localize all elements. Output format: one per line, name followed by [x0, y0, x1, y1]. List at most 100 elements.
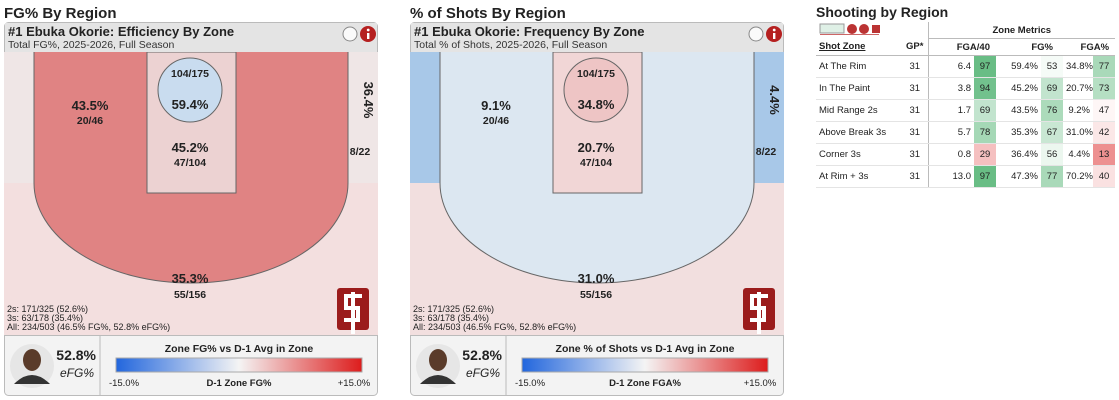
team-logo-mark [750, 292, 768, 334]
tool-icons [819, 23, 880, 36]
group-header: Zone Metrics [927, 22, 1116, 39]
player-photo-head [429, 349, 447, 371]
legend-max: +15.0% [744, 378, 777, 389]
legend-axis-label: D-1 Zone FG% [207, 378, 272, 389]
table-tools [816, 22, 928, 39]
right-corner-zone [754, 52, 784, 183]
value-cell: 31 [902, 121, 928, 144]
color-key-icon[interactable] [819, 23, 845, 34]
zone-name: Corner 3s [816, 143, 902, 166]
court [4, 52, 378, 335]
column-header[interactable]: FGA/40 [927, 38, 996, 56]
percentile-cell: 56 [1041, 143, 1063, 166]
value-cell: 43.5% [996, 99, 1041, 122]
summary-line: All: 234/503 (46.5% FG%, 52.8% eFG%) [7, 322, 170, 332]
shot-share-panel: % of Shots By Region #1 Ebuka Okorie: Fre… [410, 5, 784, 396]
percentile-cell: 47 [1093, 99, 1116, 122]
value-cell: 59.4% [996, 55, 1041, 78]
paint-detail: 47/104 [174, 157, 206, 169]
rim-zone [563, 57, 629, 123]
column-header[interactable]: Shot Zone [816, 38, 902, 56]
group-header-row: Zone Metrics [816, 22, 1116, 39]
percentile-cell: 77 [1041, 165, 1063, 188]
above-break-detail: 55/156 [174, 289, 206, 301]
percentile-cell: 76 [1041, 99, 1063, 122]
table-row: At The Rim 31 6.4 97 59.4% 53 34.8% 77 [816, 55, 1116, 78]
value-cell: 9.2% [1063, 99, 1093, 122]
percentile-cell: 42 [1093, 121, 1116, 144]
column-header-row: Shot Zone GP* FGA/40 FG% FGA% [816, 38, 1116, 56]
percentile-cell: 78 [974, 121, 996, 144]
above-break-detail: 55/156 [580, 289, 612, 301]
corner-detail: 8/22 [350, 146, 371, 158]
legend-axis-label: D-1 Zone FGA% [609, 378, 681, 389]
value-cell: 45.2% [996, 77, 1041, 100]
mid-range-value: 43.5% [72, 98, 109, 113]
three-point-line [439, 52, 755, 284]
value-cell: 35.3% [996, 121, 1041, 144]
summary-line: 3s: 63/178 (35.4%) [7, 313, 83, 323]
percentile-cell: 67 [1041, 121, 1063, 144]
efg-value: 52.8% [56, 347, 96, 363]
legend-max: +15.0% [338, 378, 371, 389]
percentile-cell: 73 [1093, 77, 1116, 100]
table-body: At The Rim 31 6.4 97 59.4% 53 34.8% 77 In The Pa… [816, 55, 1116, 188]
column-header[interactable]: GP* [902, 38, 928, 56]
legend-title: Zone % of Shots vs D-1 Avg in Zone [556, 343, 735, 355]
summary-line: 2s: 171/325 (52.6%) [413, 304, 494, 314]
above-break-value: 31.0% [578, 271, 615, 286]
table-row: Mid Range 2s 31 1.7 69 43.5% 76 9.2% 47 [816, 99, 1116, 122]
value-cell: 6.4 [927, 55, 974, 78]
player-heading: #1 Ebuka Okorie: Efficiency By Zone [8, 24, 234, 39]
mid-range-detail: 20/46 [77, 115, 103, 127]
info-icon[interactable] [859, 23, 869, 34]
close-icon[interactable] [847, 23, 857, 34]
zone-name: Above Break 3s [816, 121, 902, 144]
left-corner-zone [410, 52, 440, 183]
percentile-cell: 97 [974, 55, 996, 78]
zone-name: In The Paint [816, 77, 902, 100]
efg-value: 52.8% [462, 347, 502, 363]
toggle-icon[interactable] [342, 26, 358, 42]
value-cell: 13.0 [927, 165, 974, 188]
value-cell: 31 [902, 55, 928, 78]
corner-value: 36.4% [361, 82, 376, 119]
legend-gradient [521, 357, 769, 373]
value-cell: 34.8% [1063, 55, 1093, 78]
value-cell: 31 [902, 165, 928, 188]
percentile-cell: 29 [974, 143, 996, 166]
value-cell: 70.2% [1063, 165, 1093, 188]
panel-title: % of Shots By Region [410, 5, 566, 22]
paint-value: 45.2% [172, 140, 209, 155]
player-heading: #1 Ebuka Okorie: Frequency By Zone [414, 24, 644, 39]
three-point-line [33, 52, 349, 284]
legend-min: -15.0% [109, 378, 140, 389]
player-photo-head [23, 349, 41, 371]
court [410, 52, 784, 335]
value-cell: 31 [902, 99, 928, 122]
panel-subheading: Total % of Shots, 2025-2026, Full Season [414, 39, 607, 51]
value-cell: 31 [902, 77, 928, 100]
table-title: Shooting by Region [816, 4, 949, 20]
value-cell: 1.7 [927, 99, 974, 122]
download-icon[interactable] [872, 24, 880, 33]
legend-title: Zone FG% vs D-1 Avg in Zone [165, 343, 314, 355]
value-cell: 31.0% [1063, 121, 1093, 144]
percentile-cell: 77 [1093, 55, 1116, 78]
panel-subheading: Total FG%, 2025-2026, Full Season [8, 39, 175, 51]
team-logo-mark [344, 292, 362, 334]
rim-detail: 104/175 [577, 68, 615, 80]
column-header[interactable]: FG% [996, 38, 1063, 56]
column-header[interactable]: FGA% [1063, 38, 1116, 56]
table-row: Corner 3s 31 0.8 29 36.4% 56 4.4% 13 [816, 143, 1116, 166]
rim-value: 34.8% [578, 97, 615, 112]
toggle-icon[interactable] [748, 26, 764, 42]
rim-value: 59.4% [172, 97, 209, 112]
efg-label: eFG% [466, 366, 500, 380]
above-break-value: 35.3% [172, 271, 209, 286]
info-glyph [367, 33, 370, 39]
value-cell: 31 [902, 143, 928, 166]
info-glyph [773, 33, 776, 39]
player-photo-body [14, 375, 50, 384]
shooting-table: Zone Metrics Shot Zone GP* FGA/40 FG% FG… [816, 22, 1116, 188]
